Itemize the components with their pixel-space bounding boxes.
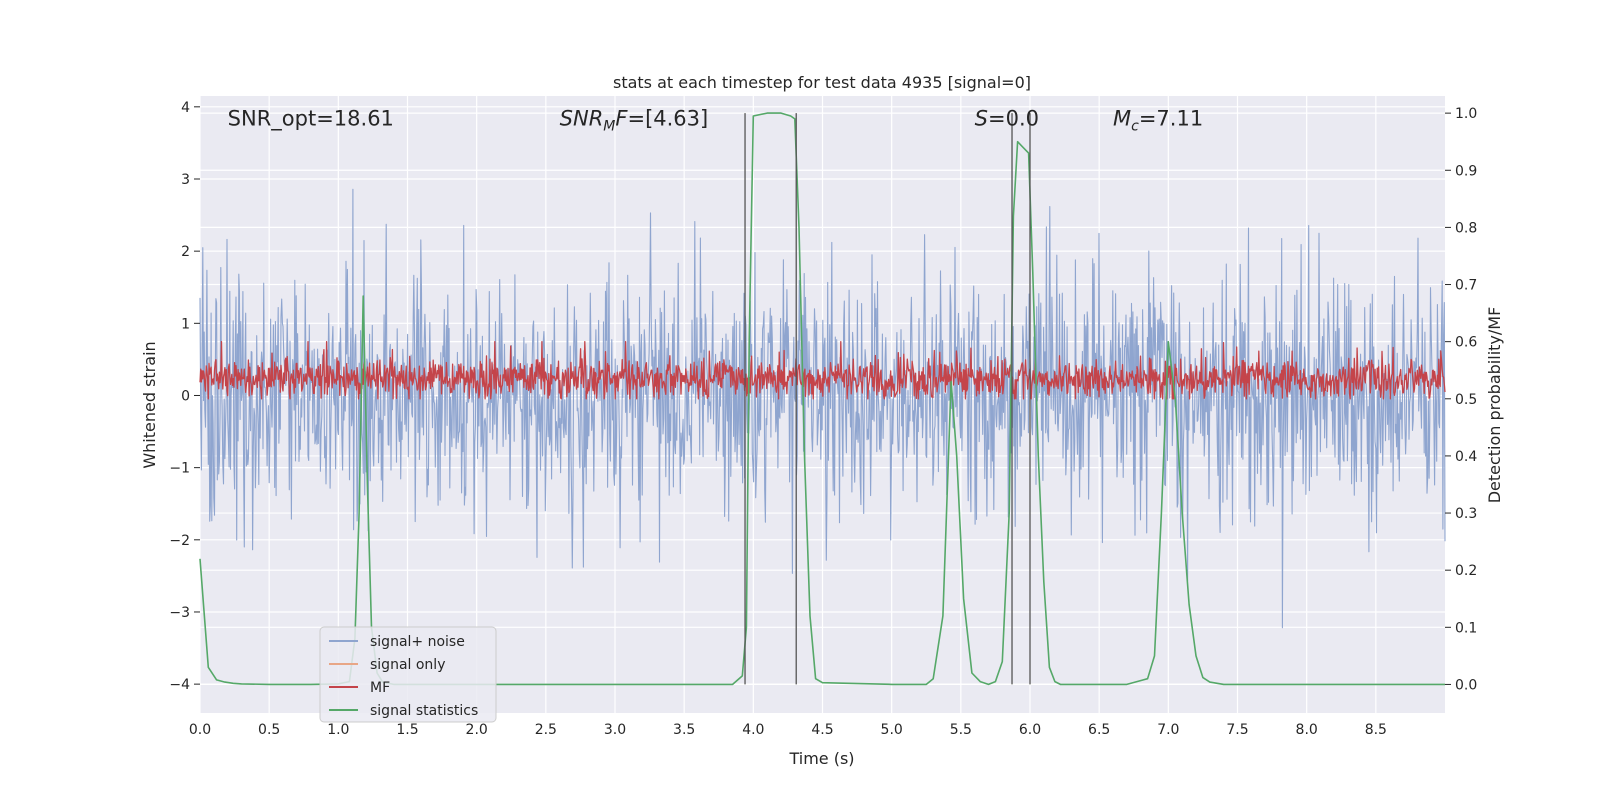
- y-left-tick-label: −1: [169, 461, 190, 477]
- y-right-tick-label: 0.0: [1455, 677, 1477, 693]
- legend-label-signal-noise: signal+ noise: [370, 634, 465, 650]
- y-axis-label-right: Detection probability/MF: [1485, 307, 1504, 504]
- y-left-tick-label: 3: [181, 172, 190, 188]
- y-right-tick-label: 0.5: [1455, 392, 1477, 408]
- y-right-tick-label: 0.7: [1455, 278, 1477, 294]
- y-left-tick-label: 2: [181, 244, 190, 260]
- series-signal-statistics-line: [199, 112, 1445, 686]
- legend-label-mf: MF: [370, 680, 390, 696]
- x-tick-label: 3.5: [673, 722, 695, 738]
- y-left-tick-label: −3: [169, 605, 190, 621]
- x-tick-label: 7.5: [1226, 722, 1248, 738]
- x-tick-label: 7.0: [1157, 722, 1179, 738]
- x-tick-label: 1.5: [396, 722, 418, 738]
- snr-opt-annotation: SNR_opt=18.61: [228, 107, 394, 132]
- x-tick-label: 5.0: [881, 722, 903, 738]
- x-tick-label: 5.5: [950, 722, 972, 738]
- y-axis-label-left: Whitened strain: [140, 341, 159, 468]
- x-tick-label: 6.0: [1019, 722, 1041, 738]
- x-tick-label: 4.0: [742, 722, 764, 738]
- legend-label-signal-only: signal only: [370, 657, 445, 673]
- x-tick-label: 8.5: [1365, 722, 1387, 738]
- x-tick-label: 2.5: [535, 722, 557, 738]
- y-right-tick-label: 0.6: [1455, 335, 1477, 351]
- x-tick-label: 8.0: [1296, 722, 1318, 738]
- y-left-tick-label: 1: [181, 316, 190, 332]
- x-tick-label: 0.0: [189, 722, 211, 738]
- x-tick-label: 1.0: [327, 722, 349, 738]
- series-layer: [199, 112, 1446, 686]
- annotations: SNR_opt=18.61 SNRMF=[4.63] S=0.0 Mc=7.11: [228, 107, 1204, 135]
- legend: signal+ noise signal only MF signal stat…: [319, 626, 497, 723]
- series-mf-line: [199, 341, 1446, 400]
- y-left-tick-label: −2: [169, 533, 190, 549]
- x-axis-label: Time (s): [788, 749, 854, 768]
- y-left-tick-label: −4: [169, 677, 190, 693]
- x-tick-label: 0.5: [258, 722, 280, 738]
- x-tick-label: 6.5: [1088, 722, 1110, 738]
- y-right-tick-label: 0.9: [1455, 163, 1477, 179]
- y-right-tick-label: 0.3: [1455, 506, 1477, 522]
- y-left-tick-label: 4: [181, 100, 190, 116]
- chart-title: stats at each timestep for test data 493…: [613, 73, 1031, 92]
- x-tick-label: 4.5: [811, 722, 833, 738]
- snr-mf-annotation: SNRMF=[4.63]: [560, 107, 709, 135]
- x-tick-label: 2.0: [466, 722, 488, 738]
- y-right-tick-label: 1.0: [1455, 106, 1477, 122]
- mc-annotation: Mc=7.11: [1113, 107, 1203, 135]
- y-left-tick-label: 0: [181, 388, 190, 404]
- vertical-markers: [744, 113, 1031, 685]
- axis-ticks: 0.0 0.5 1.0 1.5 2.0 2.5 3.0 3.5 4.0 4.5 5.0 5.5 6.0 6…: [169, 100, 1477, 738]
- y-right-tick-label: 0.4: [1455, 449, 1477, 465]
- y-right-tick-label: 0.1: [1455, 620, 1477, 636]
- s-annotation: S=0.0: [975, 107, 1039, 131]
- y-right-tick-label: 0.8: [1455, 220, 1477, 236]
- x-tick-label: 3.0: [604, 722, 626, 738]
- legend-label-signal-statistics: signal statistics: [370, 703, 478, 719]
- legend-box: [319, 626, 497, 723]
- y-right-tick-label: 0.2: [1455, 563, 1477, 579]
